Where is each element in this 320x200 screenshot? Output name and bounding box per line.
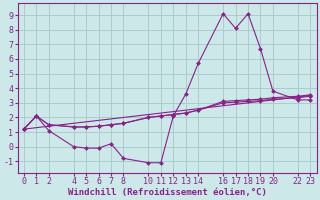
X-axis label: Windchill (Refroidissement éolien,°C): Windchill (Refroidissement éolien,°C) (68, 188, 267, 197)
